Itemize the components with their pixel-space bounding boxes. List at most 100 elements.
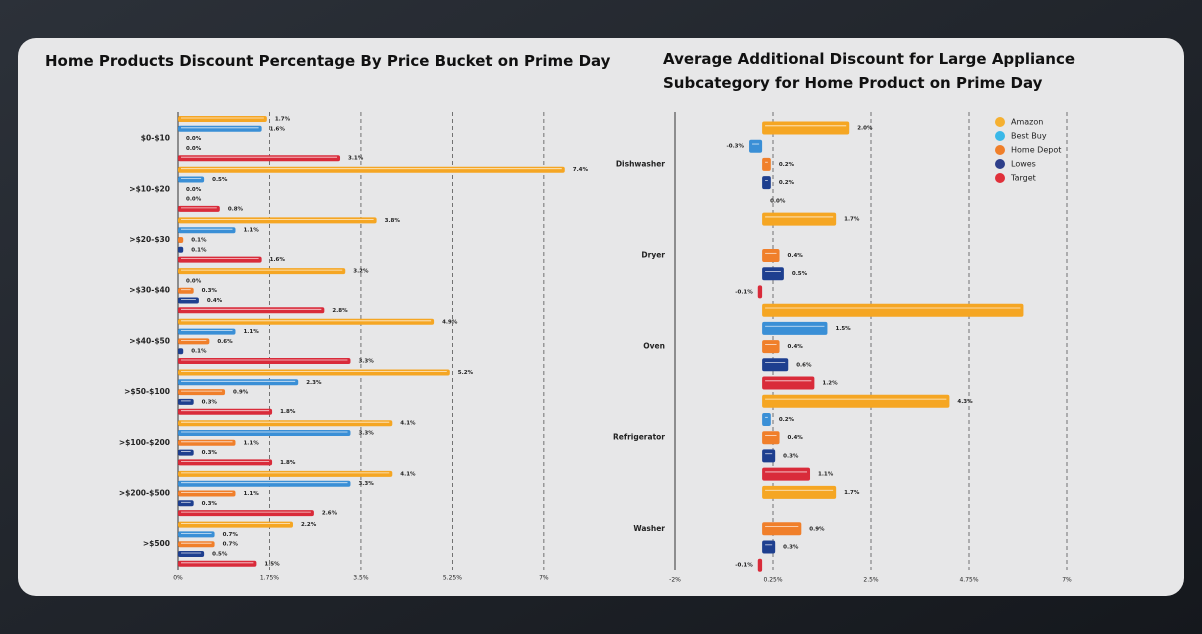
value-label: 0.5%: [212, 552, 228, 558]
bar: [178, 531, 215, 538]
value-label: 1.8%: [280, 409, 296, 415]
value-label: 0.6%: [796, 362, 812, 368]
value-label: 2.2%: [301, 522, 317, 528]
bar: [757, 558, 763, 572]
legend-label: Home Depot: [1011, 146, 1061, 155]
value-label: 0.4%: [788, 435, 804, 441]
value-label: 0.3%: [202, 450, 218, 456]
value-label: 1.7%: [275, 117, 291, 123]
bar: [762, 449, 776, 463]
value-label: 0.4%: [788, 344, 804, 350]
bar: [762, 376, 815, 390]
value-label: 1.5%: [835, 326, 851, 332]
bar: [178, 227, 236, 234]
category-label: >$20-$30: [129, 235, 170, 244]
value-label: 0.3%: [783, 545, 799, 551]
x-tick-label: 7%: [1062, 577, 1072, 584]
bar: [178, 328, 236, 335]
value-label: 4.9%: [442, 319, 458, 325]
value-label: -0.1%: [735, 289, 753, 295]
bar: [178, 439, 236, 446]
bar: [178, 205, 220, 212]
value-label: 4.1%: [400, 421, 416, 427]
x-tick-label: 5.25%: [443, 575, 462, 582]
value-label: 0.2%: [779, 180, 795, 186]
bar: [178, 256, 262, 263]
value-label: 0.3%: [202, 501, 218, 507]
legend-swatch: [995, 159, 1005, 169]
legend-label: Best Buy: [1011, 132, 1047, 141]
value-label: 0.0%: [186, 197, 202, 203]
value-label: 1.2%: [822, 381, 838, 387]
bar: [178, 358, 351, 364]
value-label: 1.5%: [264, 561, 280, 567]
legend-swatch: [995, 173, 1005, 183]
value-label: 3.8%: [385, 218, 401, 224]
bar: [178, 166, 565, 173]
value-label: 0.8%: [228, 206, 244, 212]
legend-label: Lowes: [1011, 160, 1036, 169]
bar: [762, 485, 837, 499]
x-tick-label: 7%: [539, 575, 549, 582]
value-label: 0.2%: [779, 162, 795, 168]
value-label: 0.2%: [779, 417, 795, 423]
value-label: 1.7%: [844, 217, 860, 223]
bar: [178, 379, 299, 386]
value-label: 1.1%: [243, 228, 259, 234]
value-label: 0.4%: [788, 253, 804, 259]
bar: [178, 459, 273, 466]
category-label: >$40-$50: [129, 336, 170, 345]
x-tick-label: 0%: [173, 575, 183, 582]
category-label: Dryer: [641, 251, 665, 260]
value-label: 4.1%: [400, 471, 416, 477]
value-label: 0.4%: [207, 298, 223, 304]
value-label: 0.5%: [792, 271, 808, 277]
bar: [178, 176, 205, 183]
legend-swatch: [995, 117, 1005, 127]
category-label: >$500: [143, 539, 170, 548]
bar: [178, 398, 194, 405]
bar: [178, 125, 262, 132]
value-label: 0.3%: [783, 453, 799, 459]
bar: [762, 249, 780, 262]
value-label: 3.3%: [358, 481, 374, 487]
value-label: 1.1%: [243, 329, 259, 335]
bar: [762, 121, 850, 135]
chart-title: Average Additional Discount for Large Ap…: [663, 50, 1075, 68]
x-tick-label: 4.75%: [959, 577, 978, 584]
value-label: 2.3%: [306, 380, 322, 386]
value-label: 0.0%: [770, 198, 786, 204]
category-label: Washer: [633, 524, 665, 533]
value-label: 1.1%: [243, 491, 259, 497]
value-label: 2.8%: [332, 308, 348, 314]
bar: [762, 394, 950, 408]
bar: [178, 541, 215, 548]
bar: [762, 431, 780, 445]
category-label: >$50-$100: [124, 387, 170, 396]
value-label: 1.7%: [844, 490, 860, 496]
value-label: 0.6%: [217, 339, 233, 345]
category-label: >$30-$40: [129, 286, 170, 295]
bar: [178, 297, 199, 304]
value-label: 3.3%: [358, 359, 374, 365]
value-label: 0.3%: [202, 399, 218, 405]
bar: [178, 217, 377, 224]
bar: [178, 237, 184, 243]
value-label: 1.6%: [270, 126, 286, 132]
x-tick-label: 0.25%: [763, 577, 782, 584]
value-label: 2.0%: [857, 126, 873, 132]
bar: [178, 268, 346, 275]
value-label: 7.4%: [573, 167, 589, 173]
x-tick-label: -2%: [669, 577, 681, 584]
value-label: 0.1%: [191, 238, 207, 244]
bar: [762, 267, 784, 281]
value-label: 3.3%: [358, 431, 374, 437]
bar: [178, 246, 184, 253]
bar: [178, 420, 393, 427]
value-label: 0.3%: [202, 288, 218, 294]
bar: [762, 467, 811, 481]
bar: [178, 430, 351, 436]
value-label: 3.1%: [348, 156, 364, 162]
bar: [757, 285, 763, 299]
